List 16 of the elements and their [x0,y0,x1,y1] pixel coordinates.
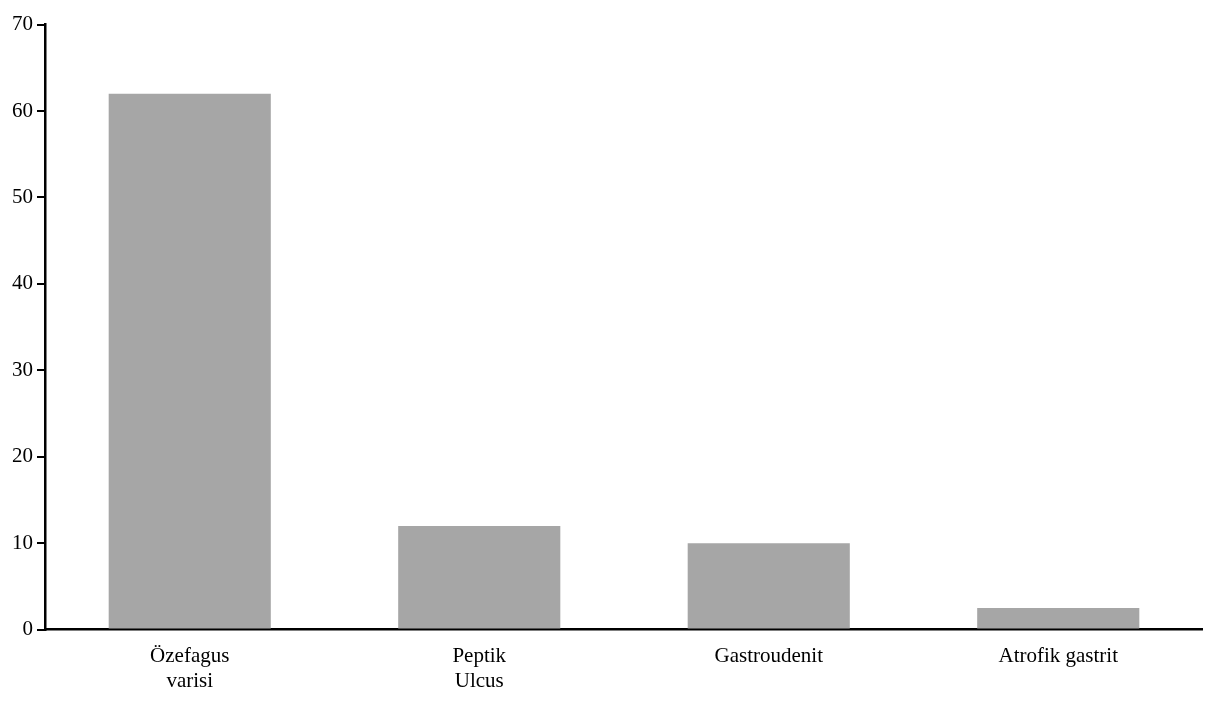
x-tick-label: Peptik Ulcus [452,642,507,692]
x-tick-label: Özefagus varisi [150,642,230,692]
x-tick-label: Gastroudenit [714,642,824,667]
bar [398,525,561,629]
x-tick-label: Atrofik gastrit [998,642,1119,667]
bar [687,543,850,629]
y-tick-label: 40 [12,270,33,295]
y-tick-label: 70 [12,11,33,36]
bar [977,607,1140,629]
y-tick-label: 20 [12,443,33,468]
y-tick-label: 10 [12,529,33,554]
y-tick-label: 0 [22,616,33,641]
bar [108,93,271,629]
y-tick-label: 60 [12,97,33,122]
y-tick-label: 30 [12,356,33,381]
y-tick-label: 50 [12,183,33,208]
